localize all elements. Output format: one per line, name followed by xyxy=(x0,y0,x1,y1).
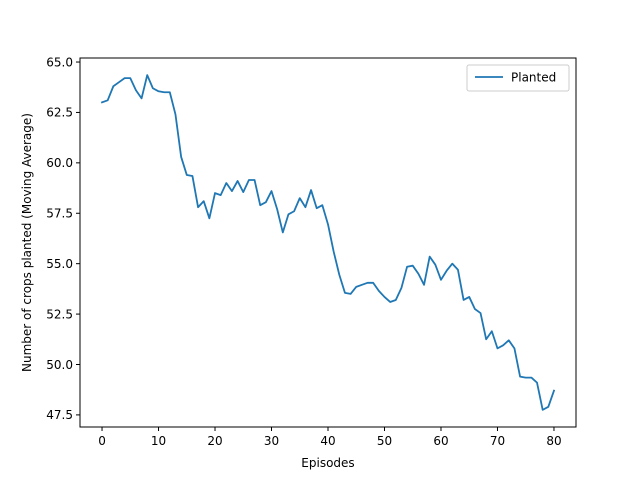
x-tick-label: 60 xyxy=(433,434,448,448)
y-tick-label: 52.5 xyxy=(46,307,73,321)
x-tick-label: 0 xyxy=(98,434,106,448)
y-tick-label: 50.0 xyxy=(46,358,73,372)
x-tick-label: 10 xyxy=(151,434,166,448)
plot-area xyxy=(100,74,556,411)
y-tick-label: 55.0 xyxy=(46,257,73,271)
x-tick-label: 80 xyxy=(546,434,561,448)
y-axis-ticks: 47.5 50.0 52.5 55.0 57.5 60.0 62.5 65.0 xyxy=(46,55,80,422)
y-tick-label: 65.0 xyxy=(46,55,73,69)
y-tick-label: 60.0 xyxy=(46,156,73,170)
x-tick-label: 40 xyxy=(320,434,335,448)
legend: Planted xyxy=(466,64,570,92)
y-tick-label: 57.5 xyxy=(46,207,73,221)
x-tick-label: 70 xyxy=(490,434,505,448)
x-axis-label: Episodes xyxy=(301,456,354,470)
legend-label-planted: Planted xyxy=(511,71,556,85)
y-tick-label: 62.5 xyxy=(46,106,73,120)
y-tick-label: 47.5 xyxy=(46,408,73,422)
x-axis-ticks: 0 10 20 30 40 50 60 70 80 xyxy=(98,427,562,448)
y-axis-label: Number of crops planted (Moving Average) xyxy=(20,113,34,372)
legend-box xyxy=(466,64,570,92)
series-line-planted xyxy=(100,74,556,411)
x-tick-label: 20 xyxy=(207,434,222,448)
plot-frame xyxy=(79,57,577,428)
x-tick-label: 30 xyxy=(264,434,279,448)
x-tick-label: 50 xyxy=(377,434,392,448)
